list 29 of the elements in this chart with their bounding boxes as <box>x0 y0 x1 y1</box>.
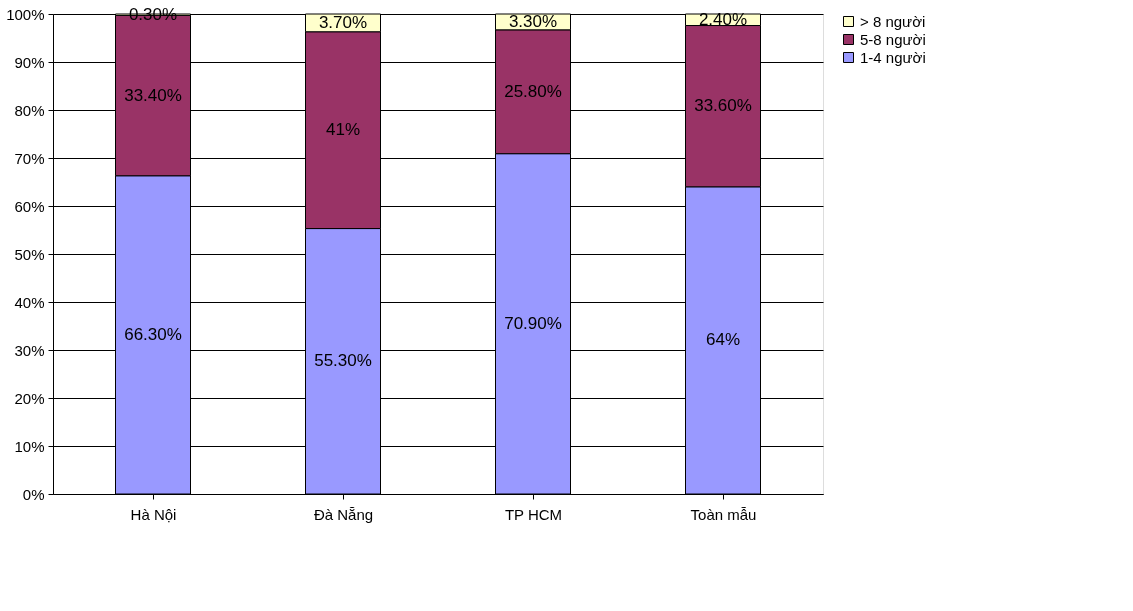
data-label: 3.30% <box>508 11 558 31</box>
data-label: 33.40% <box>124 85 182 105</box>
y-tick-label: 10% <box>14 437 45 455</box>
y-tick-label: 50% <box>14 245 45 263</box>
x-tick-label: Hà Nội <box>130 505 177 523</box>
y-tick-label: 70% <box>14 149 45 167</box>
y-tick-label: 60% <box>14 197 45 215</box>
data-label: 25.80% <box>504 81 562 101</box>
x-tick-label: Toàn mẫu <box>690 505 757 523</box>
y-tick-label: 100% <box>6 5 45 23</box>
y-tick-label: 20% <box>14 389 45 407</box>
legend-label: > 8 người <box>860 12 926 30</box>
data-label: 70.90% <box>504 313 562 333</box>
y-tick-label: 90% <box>14 53 45 71</box>
data-label: 2.40% <box>698 9 748 29</box>
legend-label: 1-4 người <box>860 48 926 66</box>
y-tick-label: 30% <box>14 341 45 359</box>
x-tick-label: Đà Nẵng <box>313 505 374 523</box>
data-label: 33.60% <box>694 96 752 116</box>
data-label: 55.30% <box>314 351 372 371</box>
y-tick-label: 0% <box>22 485 45 503</box>
legend-label: 5-8 người <box>860 30 926 48</box>
data-label: 66.30% <box>124 324 182 344</box>
data-label: 41% <box>325 120 361 140</box>
data-label: 3.70% <box>318 12 368 32</box>
x-tick-label: TP HCM <box>504 505 563 523</box>
data-label: 64% <box>705 330 741 350</box>
y-tick-label: 80% <box>14 101 45 119</box>
y-tick-label: 40% <box>14 293 45 311</box>
